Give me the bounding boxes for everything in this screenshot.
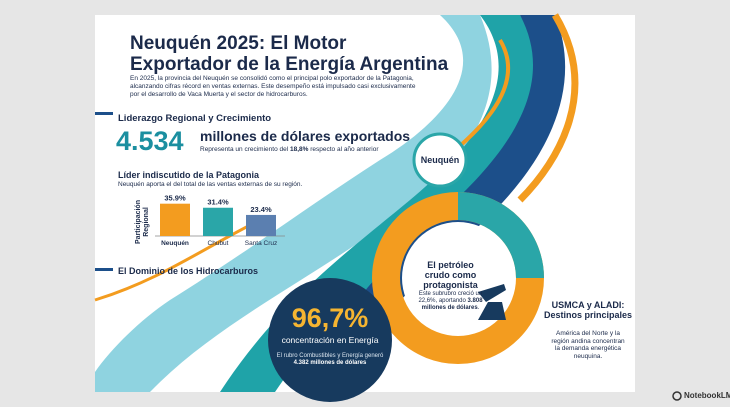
brand-icon — [672, 391, 682, 401]
highlight: 4.382 millones de dólares — [293, 360, 367, 366]
note: América del Norte y la región andina con… — [551, 330, 625, 360]
text: . — [477, 305, 480, 311]
accent — [95, 268, 113, 271]
caption: millones de dólares exportados — [200, 128, 411, 144]
caption: concentración en Energía — [281, 335, 379, 345]
note: El rubro Combustibles y Energía generó 4… — [275, 353, 385, 367]
big-number: 96,7% — [291, 303, 369, 333]
big-number: 4.534 — [116, 126, 184, 156]
category-label: Neuquén — [161, 240, 189, 247]
value-label: 23.4% — [250, 205, 272, 214]
section-heading: USMCA y ALADI: Destinos principales — [543, 300, 633, 320]
bar — [246, 214, 276, 236]
section-heading: El Dominio de los Hidrocarburos — [118, 266, 259, 276]
accent — [95, 112, 113, 115]
category-label: Chubut — [208, 240, 229, 247]
badge-label: Neuquén — [420, 155, 460, 165]
y-axis-label: Participación Regional — [135, 200, 150, 244]
bar — [160, 203, 190, 236]
text: respecto al año anterior — [308, 146, 379, 153]
note: Este subrubro creció un 22,6%, aportando… — [418, 291, 483, 312]
title-line: Neuquén 2025: El Motor — [130, 33, 347, 54]
highlight: 18,8% — [289, 146, 309, 153]
section-heading: Liderazgo Regional y Crecimiento — [118, 113, 272, 124]
title: Neuquén 2025: El Motor Exportador de la … — [130, 33, 450, 75]
title-line: Exportador de la Energía Argentina — [130, 54, 449, 75]
text: El rubro Combustibles y Energía generó — [276, 353, 384, 359]
pumpjack-icon — [478, 284, 506, 320]
subtitle: Neuquén aporta el del total de las venta… — [118, 181, 303, 188]
text: Representa un crecimiento del — [200, 146, 290, 153]
text: Este subrubro creció un 22,6%, aportando — [418, 291, 483, 304]
bar — [203, 207, 233, 236]
category-label: Santa Cruz — [245, 240, 278, 247]
badge — [412, 132, 468, 188]
wave — [517, 13, 579, 203]
brand: NotebookLM — [684, 391, 730, 400]
section-heading: El petróleo crudo como protagonista — [423, 260, 478, 290]
growth-note: Representa un crecimiento del 18,8% resp… — [200, 146, 379, 153]
dark-circle — [268, 278, 392, 402]
intro: En 2025, la provincia del Neuquén se con… — [130, 75, 416, 98]
value-label: 31.4% — [207, 198, 229, 207]
wave — [95, 15, 492, 392]
ring — [457, 192, 544, 279]
wave — [94, 218, 261, 302]
value-label: 35.9% — [164, 194, 186, 203]
highlight: 3.808 millones de dólares — [421, 298, 483, 311]
section-heading: Líder indiscutido de la Patagonia — [118, 170, 260, 180]
